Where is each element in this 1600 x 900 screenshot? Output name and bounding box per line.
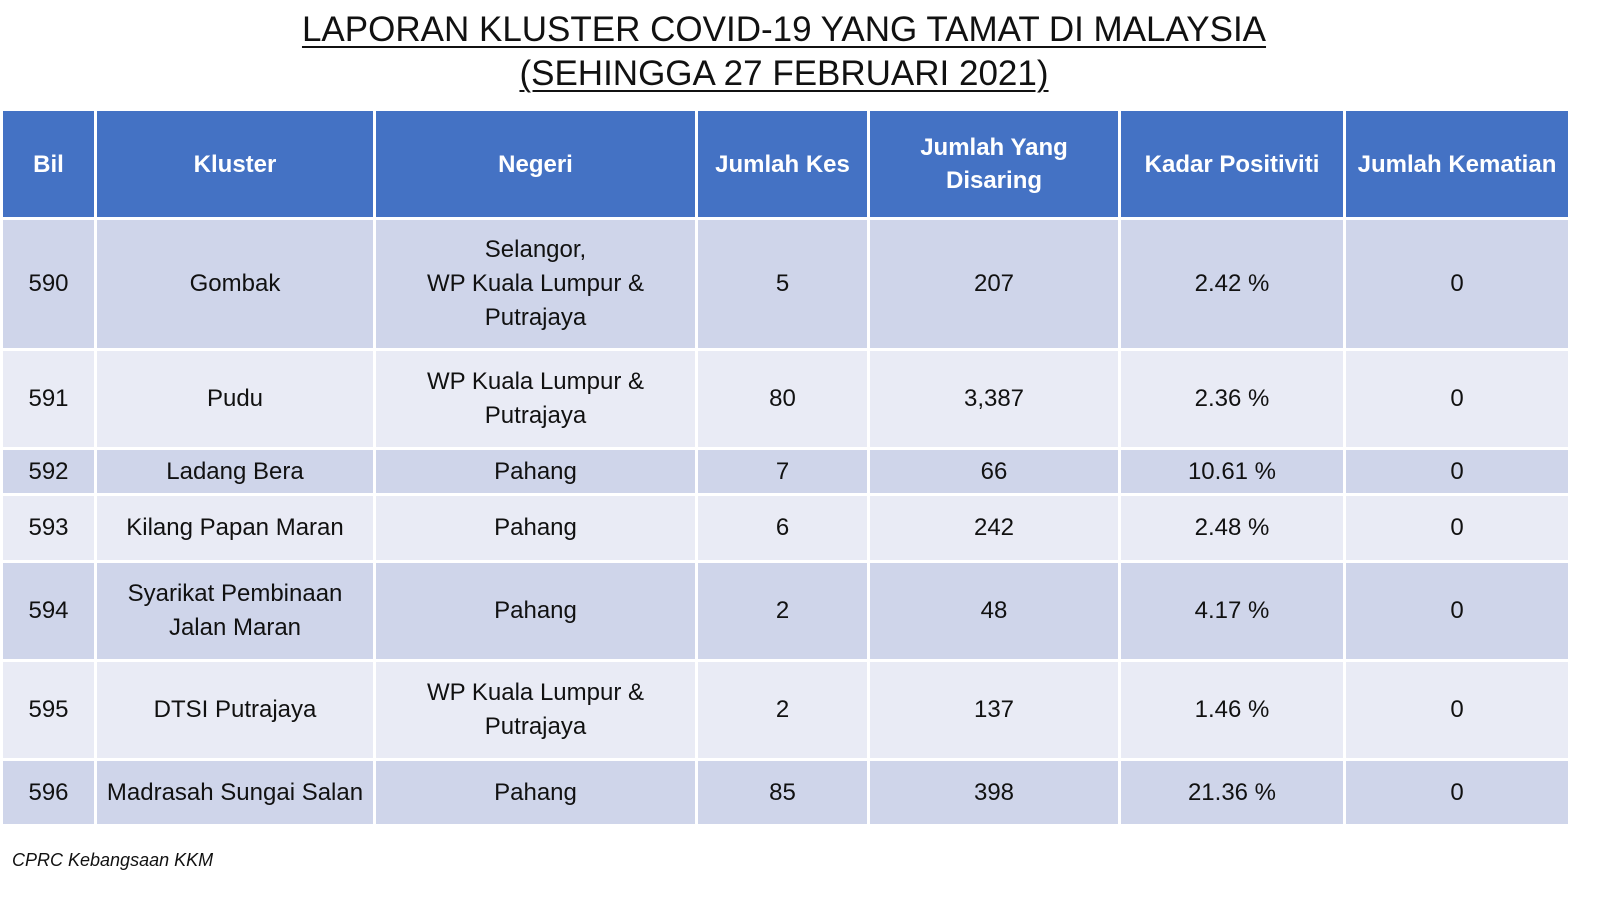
cell-jumlah-disaring: 48 — [867, 560, 1121, 662]
cell-jumlah-kes: 85 — [695, 758, 870, 827]
cell-jumlah-kematian: 0 — [1343, 348, 1571, 450]
report-title-line1: LAPORAN KLUSTER COVID-19 YANG TAMAT DI M… — [301, 10, 1267, 49]
header-kluster: Kluster — [94, 108, 376, 220]
cell-kadar-positiviti: 2.48 % — [1118, 493, 1346, 563]
cell-jumlah-kes: 80 — [695, 348, 870, 450]
cell-jumlah-disaring: 242 — [867, 493, 1121, 563]
table-row: 592 Ladang Bera Pahang 7 66 10.61 % 0 — [0, 447, 1571, 496]
cell-jumlah-disaring: 3,387 — [867, 348, 1121, 450]
cell-jumlah-kematian: 0 — [1343, 493, 1571, 563]
cell-kluster: DTSI Putrajaya — [94, 659, 376, 761]
cell-jumlah-kematian: 0 — [1343, 560, 1571, 662]
cell-bil: 591 — [0, 348, 97, 450]
cell-kluster: Kilang Papan Maran — [94, 493, 376, 563]
header-jumlah-disaring: Jumlah Yang Disaring — [867, 108, 1121, 220]
cell-jumlah-disaring: 137 — [867, 659, 1121, 761]
cell-kluster: Pudu — [94, 348, 376, 450]
cell-bil: 596 — [0, 758, 97, 827]
cell-kadar-positiviti: 21.36 % — [1118, 758, 1346, 827]
cell-jumlah-kematian: 0 — [1343, 447, 1571, 496]
cell-bil: 592 — [0, 447, 97, 496]
cell-jumlah-kematian: 0 — [1343, 758, 1571, 827]
cell-jumlah-disaring: 398 — [867, 758, 1121, 827]
cell-negeri: Pahang — [373, 560, 698, 662]
table-row: 594 Syarikat Pembinaan Jalan Maran Pahan… — [0, 560, 1571, 662]
cell-jumlah-disaring: 66 — [867, 447, 1121, 496]
cell-negeri: Selangor, WP Kuala Lumpur & Putrajaya — [373, 217, 698, 351]
cell-negeri: WP Kuala Lumpur & Putrajaya — [373, 659, 698, 761]
cell-kluster: Madrasah Sungai Salan — [94, 758, 376, 827]
cell-jumlah-kes: 6 — [695, 493, 870, 563]
table-row: 596 Madrasah Sungai Salan Pahang 85 398 … — [0, 758, 1571, 827]
cell-kadar-positiviti: 4.17 % — [1118, 560, 1346, 662]
table-row: 591 Pudu WP Kuala Lumpur & Putrajaya 80 … — [0, 348, 1571, 450]
cell-negeri: WP Kuala Lumpur & Putrajaya — [373, 348, 698, 450]
cell-jumlah-kes: 2 — [695, 560, 870, 662]
header-jumlah-kes: Jumlah Kes — [695, 108, 870, 220]
cell-jumlah-kematian: 0 — [1343, 217, 1571, 351]
table-row: 595 DTSI Putrajaya WP Kuala Lumpur & Put… — [0, 659, 1571, 761]
cell-kadar-positiviti: 2.36 % — [1118, 348, 1346, 450]
cell-jumlah-kes: 5 — [695, 217, 870, 351]
cell-bil: 594 — [0, 560, 97, 662]
cell-bil: 590 — [0, 217, 97, 351]
cell-bil: 593 — [0, 493, 97, 563]
cell-jumlah-kes: 7 — [695, 447, 870, 496]
cell-kadar-positiviti: 2.42 % — [1118, 217, 1346, 351]
cell-kluster: Gombak — [94, 217, 376, 351]
cluster-table: Bil Kluster Negeri Jumlah Kes Jumlah Yan… — [0, 108, 1571, 827]
cell-kadar-positiviti: 10.61 % — [1118, 447, 1346, 496]
cell-negeri: Pahang — [373, 758, 698, 827]
table-row: 590 Gombak Selangor, WP Kuala Lumpur & P… — [0, 217, 1571, 351]
table-row: 593 Kilang Papan Maran Pahang 6 242 2.48… — [0, 493, 1571, 563]
cell-jumlah-kes: 2 — [695, 659, 870, 761]
header-negeri: Negeri — [373, 108, 698, 220]
report-title: LAPORAN KLUSTER COVID-19 YANG TAMAT DI M… — [0, 8, 1568, 96]
cell-negeri: Pahang — [373, 447, 698, 496]
cell-jumlah-kematian: 0 — [1343, 659, 1571, 761]
cell-kluster: Ladang Bera — [94, 447, 376, 496]
cell-kadar-positiviti: 1.46 % — [1118, 659, 1346, 761]
source-footer: CPRC Kebangsaan KKM — [12, 850, 214, 870]
header-kadar-positiviti: Kadar Positiviti — [1118, 108, 1346, 220]
header-jumlah-kematian: Jumlah Kematian — [1343, 108, 1571, 220]
cell-kluster: Syarikat Pembinaan Jalan Maran — [94, 560, 376, 662]
report-title-line2: (SEHINGGA 27 FEBRUARI 2021) — [519, 54, 1049, 93]
header-bil: Bil — [0, 108, 97, 220]
table-header-row: Bil Kluster Negeri Jumlah Kes Jumlah Yan… — [0, 108, 1571, 220]
cell-negeri: Pahang — [373, 493, 698, 563]
cell-bil: 595 — [0, 659, 97, 761]
cell-jumlah-disaring: 207 — [867, 217, 1121, 351]
